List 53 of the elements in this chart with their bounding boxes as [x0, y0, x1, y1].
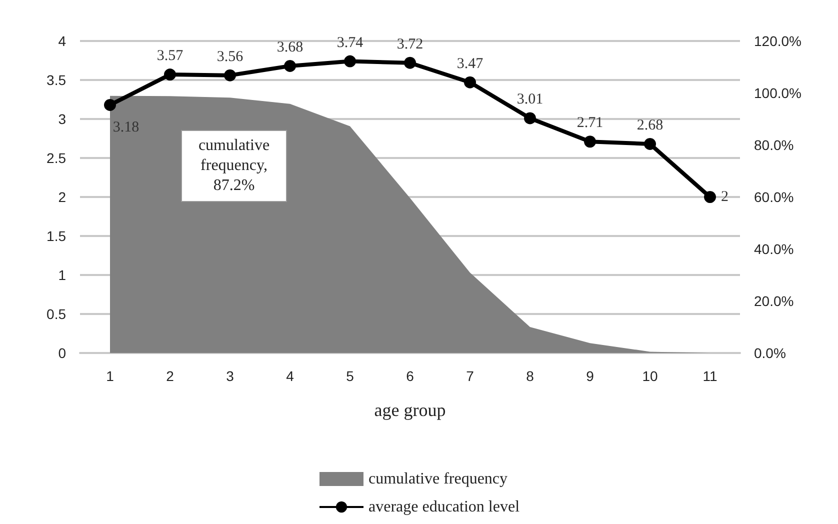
- annotation: cumulative frequency, 87.2%: [181, 130, 287, 202]
- point: [404, 56, 416, 69]
- data-label: 3.56: [216, 48, 244, 65]
- point: [704, 191, 716, 203]
- x-tick-label: 2: [166, 368, 174, 384]
- y-tick-label: 2: [58, 189, 66, 205]
- point: [584, 136, 596, 148]
- point: [104, 98, 116, 111]
- x-tick-label: 11: [702, 368, 718, 384]
- point: [164, 68, 176, 81]
- point: [524, 112, 536, 124]
- y2-tick-label: 100.0%: [754, 85, 802, 101]
- y-tick-label: 1.5: [46, 228, 66, 244]
- data-label: 3.01: [516, 92, 544, 108]
- x-tick-label: 6: [406, 368, 414, 384]
- data-label: 3.47: [456, 56, 484, 72]
- data-label: 3.57: [156, 48, 184, 64]
- y-tick-label: 2.5: [46, 150, 66, 166]
- y2-tick-label: 0.0%: [754, 345, 786, 361]
- data-label: 3.68: [276, 39, 304, 56]
- data-label: 2.68: [636, 117, 664, 134]
- x-tick-label: 1: [106, 368, 114, 384]
- point: [284, 60, 296, 72]
- y2-tick-label: 20.0%: [754, 293, 794, 309]
- y2-tick-label: 60.0%: [754, 189, 794, 205]
- legend-label: average education level: [368, 498, 520, 516]
- y-tick-label: 3.5: [46, 72, 66, 88]
- y2-tick-label: 40.0%: [754, 241, 794, 257]
- x-tick-label: 7: [466, 368, 474, 384]
- x-tick-label: 4: [286, 368, 294, 384]
- y-tick-label: 1: [58, 267, 66, 283]
- x-axis-title: age group: [374, 400, 446, 420]
- x-tick-label: 3: [226, 368, 234, 384]
- y2-tick-label: 120.0%: [754, 33, 802, 49]
- data-label: 3.74: [336, 34, 364, 51]
- y-tick-label: 0.5: [46, 306, 66, 322]
- x-tick-label: 9: [586, 368, 594, 384]
- data-label: 2: [721, 189, 728, 205]
- data-label: 2.71: [576, 115, 604, 132]
- y-tick-label: 4: [58, 33, 66, 49]
- x-tick-label: 10: [642, 368, 658, 384]
- y-tick-label: 3: [58, 111, 66, 127]
- point: [644, 138, 656, 150]
- legend-label: cumulative frequency: [368, 470, 508, 488]
- point: [344, 55, 356, 68]
- data-label: 3.18: [112, 119, 140, 136]
- x-tick-label: 8: [526, 368, 534, 384]
- y-tick-label: 0: [58, 345, 66, 361]
- y2-tick-label: 80.0%: [754, 137, 794, 153]
- point: [224, 69, 236, 82]
- x-tick-label: 5: [346, 368, 354, 384]
- data-label: 3.72: [396, 36, 424, 52]
- point: [464, 76, 476, 88]
